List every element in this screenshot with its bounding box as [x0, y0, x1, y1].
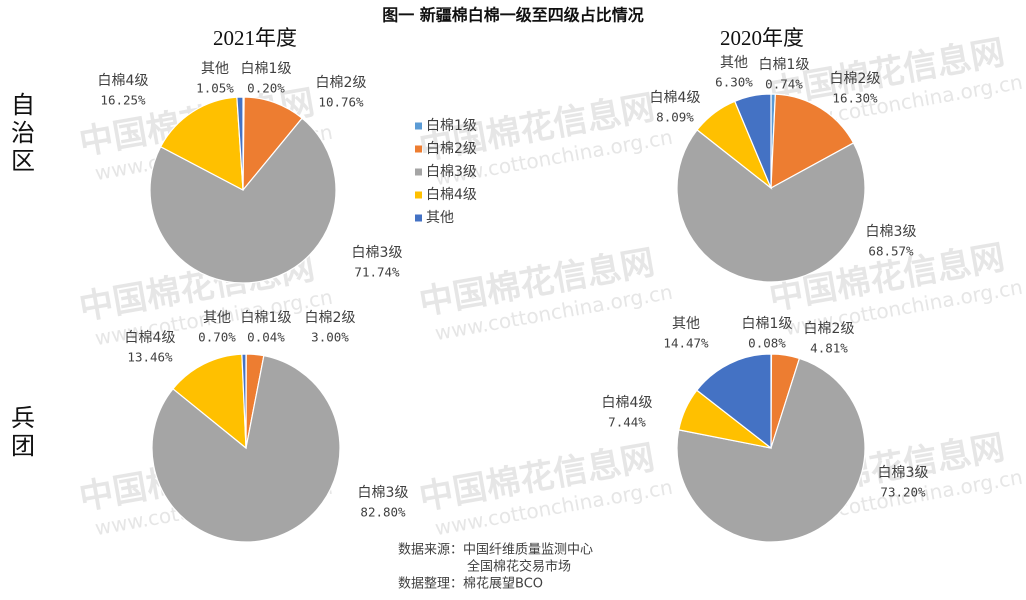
legend-label: 白棉4级 [426, 186, 477, 203]
legend-swatch [415, 214, 422, 222]
legend-label: 其他 [426, 210, 454, 226]
source-line: 数据来源：中国纤维质量监测中心 [398, 543, 593, 558]
slice-category-label: 白棉1级 [241, 60, 292, 77]
slice-value-label: 0.20% [247, 81, 285, 96]
slice-value-label: 82.80% [360, 505, 406, 520]
chart-title: 图一 新疆棉白棉一级至四级占比情况 [382, 6, 644, 25]
slice-category-label: 白棉4级 [602, 394, 653, 411]
slice-value-label: 0.74% [765, 77, 803, 92]
column-title: 2021年度 [213, 26, 297, 50]
source-line: 数据整理：棉花展望BCO [398, 576, 543, 592]
slice-category-label: 白棉2级 [316, 74, 367, 91]
row-title: 兵团 [6, 405, 33, 461]
slice-category-label: 白棉3级 [878, 464, 929, 481]
slice-category-label: 白棉3级 [358, 484, 409, 501]
slice-category-label: 白棉4级 [650, 89, 701, 106]
source-line: 全国棉花交易市场 [467, 559, 571, 575]
slice-value-label: 16.30% [832, 91, 878, 106]
slice-value-label: 8.09% [656, 110, 694, 125]
column-title: 2020年度 [720, 26, 804, 50]
legend-swatch [415, 191, 422, 199]
slice-value-label: 71.74% [354, 265, 400, 280]
slice-value-label: 4.81% [810, 341, 848, 356]
slice-category-label: 白棉2级 [830, 70, 881, 87]
pie-slice [695, 353, 772, 450]
slice-category-label: 白棉2级 [804, 320, 855, 337]
slice-category-label: 白棉1级 [742, 315, 793, 332]
pie-slice [770, 93, 855, 190]
pie-slice [733, 93, 772, 189]
slice-value-label: 73.20% [880, 485, 926, 500]
slice-category-label: 白棉1级 [241, 309, 292, 326]
slice-category-label: 白棉2级 [305, 309, 356, 326]
slice-category-label: 其他 [203, 310, 231, 326]
slice-value-label: 0.08% [748, 336, 786, 351]
slice-category-label: 白棉1级 [759, 56, 810, 73]
row-title: 自治区 [6, 92, 34, 176]
slice-category-label: 其他 [720, 55, 748, 71]
legend-label: 白棉1级 [426, 117, 477, 134]
slice-value-label: 13.46% [127, 350, 173, 365]
slice-category-label: 其他 [672, 316, 700, 332]
slice-category-label: 其他 [201, 61, 229, 77]
slice-value-label: 1.05% [196, 81, 234, 96]
slice-value-label: 68.57% [868, 244, 914, 259]
pie-slice [172, 353, 247, 450]
legend-label: 白棉3级 [426, 163, 477, 180]
slice-value-label: 3.00% [311, 330, 349, 345]
legend-label: 白棉2级 [426, 140, 477, 157]
slice-value-label: 6.30% [715, 75, 753, 90]
pie-slice [151, 355, 341, 543]
legend-swatch [415, 168, 422, 176]
slice-value-label: 7.44% [608, 415, 646, 430]
pie-slice [676, 357, 866, 543]
pie-slice [159, 96, 244, 192]
slice-category-label: 白棉3级 [352, 244, 403, 261]
legend-swatch [415, 122, 422, 130]
slice-category-label: 白棉4级 [125, 329, 176, 346]
pie-slice [236, 96, 244, 191]
slice-value-label: 0.70% [198, 330, 236, 345]
pie-slice [149, 117, 337, 284]
pie-slice [676, 129, 866, 283]
slice-value-label: 16.25% [100, 93, 146, 108]
pie-slice [241, 353, 247, 449]
slice-category-label: 白棉4级 [98, 72, 149, 89]
slice-value-label: 14.47% [663, 336, 709, 351]
slice-value-label: 0.04% [247, 330, 285, 345]
legend-swatch [415, 145, 422, 153]
slice-category-label: 白棉3级 [866, 223, 917, 240]
slice-value-label: 10.76% [318, 95, 364, 110]
